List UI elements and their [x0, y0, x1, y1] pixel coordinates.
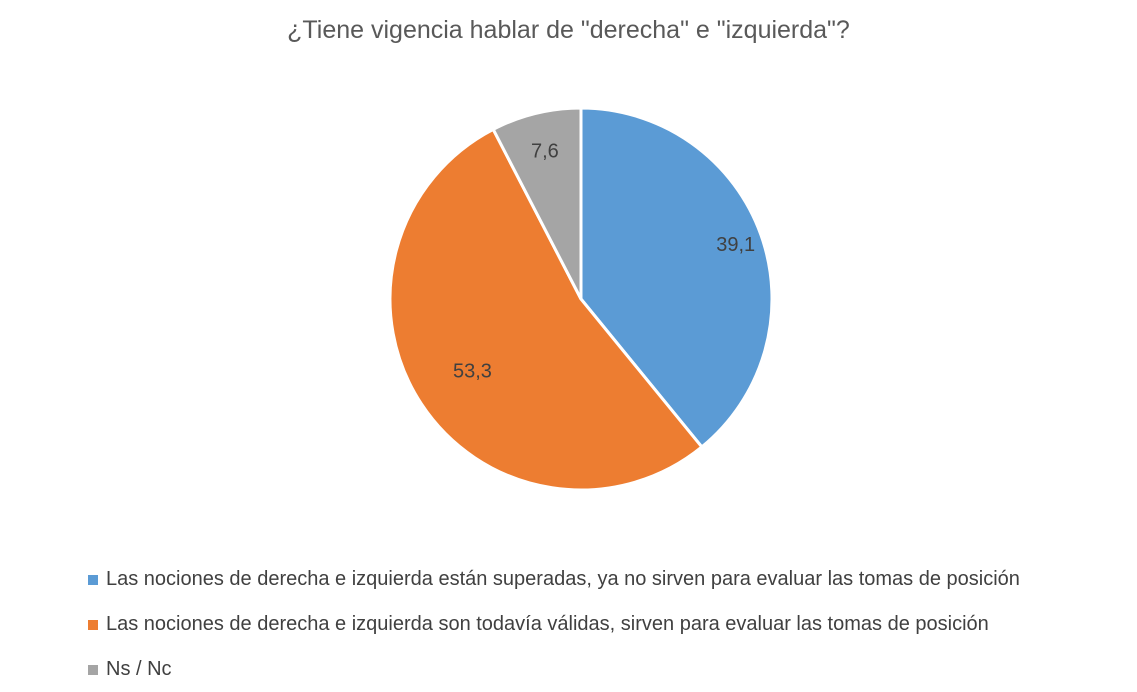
legend-label-validas: Las nociones de derecha e izquierda son … — [106, 613, 989, 635]
pie-chart: 39,1 53,3 7,6 — [388, 106, 774, 492]
pie-slice-ns-nc — [491, 106, 583, 300]
legend-item-superadas: Las nociones de derecha e izquierda está… — [88, 557, 1020, 602]
data-label-validas: 53,3 — [453, 360, 492, 382]
legend-item-ns-nc: Ns / Nc — [88, 647, 1020, 692]
data-label-ns-nc: 7,6 — [531, 141, 559, 163]
legend-label-ns-nc: Ns / Nc — [106, 658, 172, 680]
legend: Las nociones de derecha e izquierda está… — [88, 557, 1020, 692]
legend-swatch-ns-nc — [88, 664, 98, 675]
legend-swatch-validas — [88, 619, 98, 630]
chart-title: ¿Tiene vigencia hablar de "derecha" e "i… — [287, 16, 850, 44]
legend-item-validas: Las nociones de derecha e izquierda son … — [88, 602, 1020, 647]
pie-slice-superadas — [579, 106, 774, 450]
pie-slice-validas — [388, 127, 704, 492]
legend-label-superadas: Las nociones de derecha e izquierda está… — [106, 568, 1020, 590]
legend-swatch-superadas — [88, 574, 98, 585]
data-label-superadas: 39,1 — [716, 234, 755, 256]
